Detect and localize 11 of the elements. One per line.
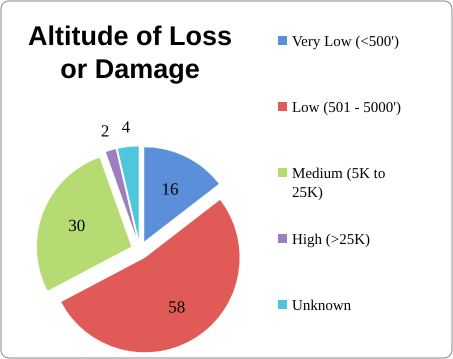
legend-label: Unknown <box>292 298 352 314</box>
data-label: 4 <box>122 117 131 136</box>
legend-label: High (>25K) <box>292 232 370 248</box>
data-label: 58 <box>168 298 186 317</box>
legend-label: Medium (5K to 25K) <box>292 166 386 201</box>
data-label: 30 <box>68 216 86 235</box>
data-label: 16 <box>161 180 178 199</box>
legend-label: Very Low (<500') <box>292 34 399 50</box>
chart-title: Altitude of Loss or Damage <box>28 21 232 84</box>
legend-label: Low (501 - 5000') <box>292 100 401 116</box>
data-label: 2 <box>100 122 110 141</box>
